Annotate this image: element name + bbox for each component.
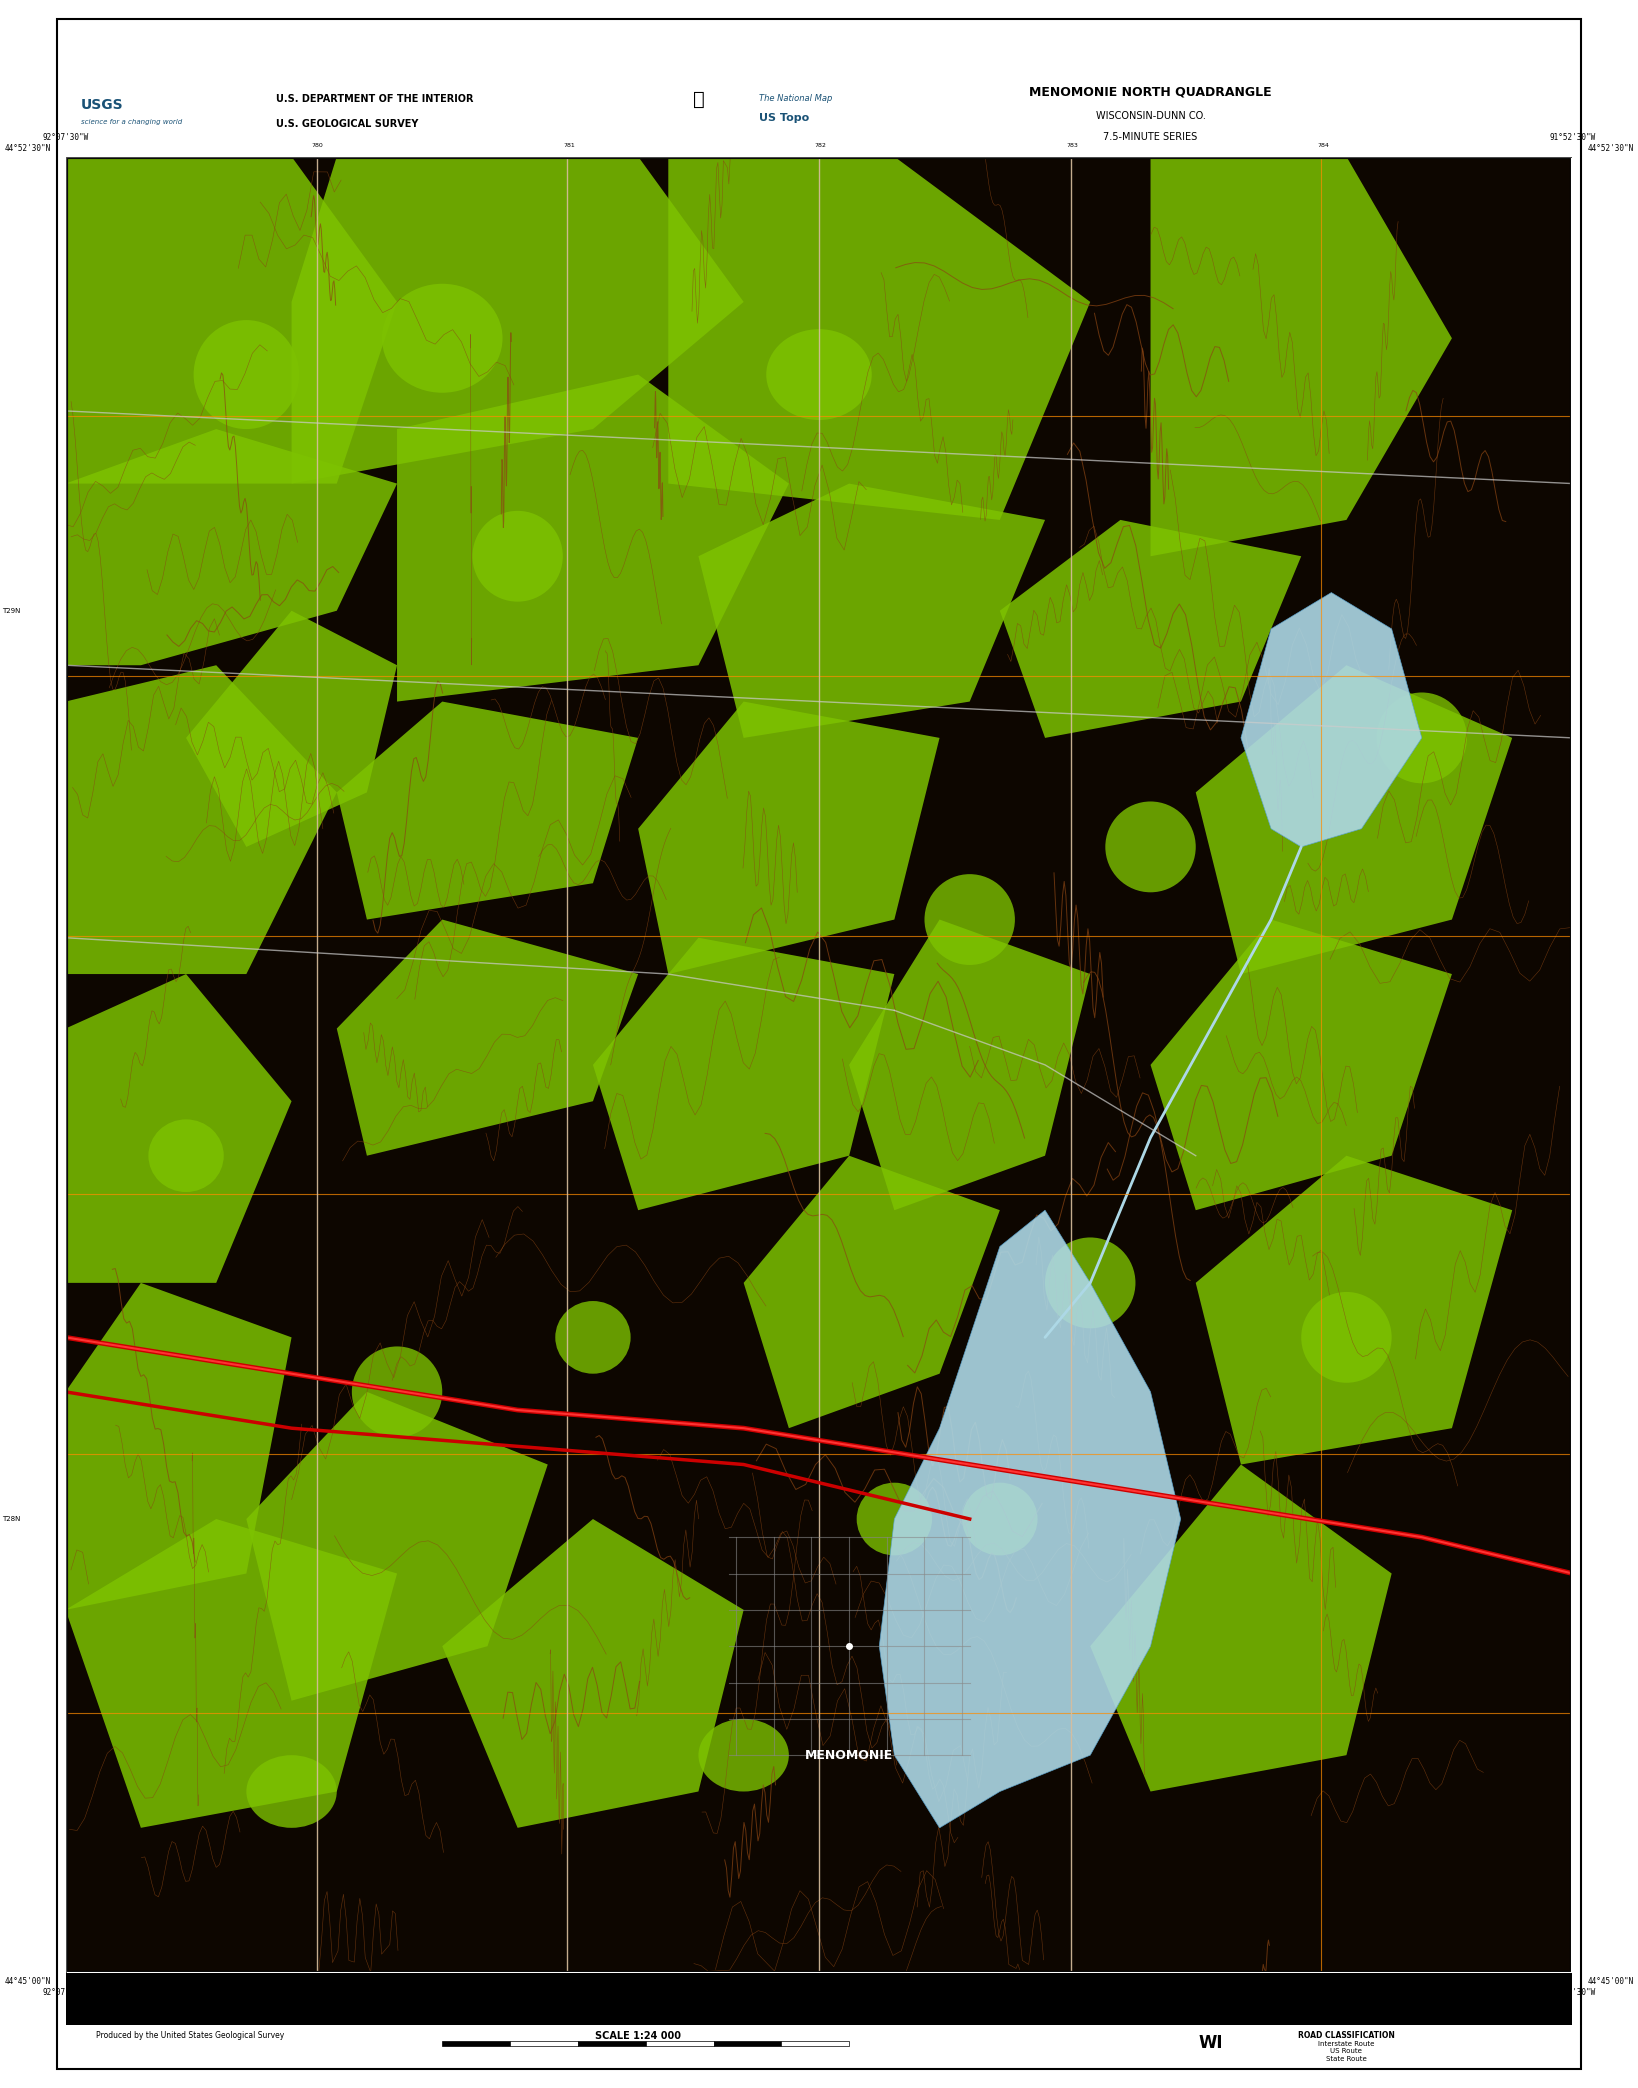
Ellipse shape (1301, 1292, 1392, 1382)
Ellipse shape (149, 1119, 224, 1192)
Polygon shape (66, 1282, 292, 1610)
Ellipse shape (767, 330, 871, 420)
Text: 92°07'30"W: 92°07'30"W (43, 1988, 88, 1996)
Ellipse shape (857, 1482, 932, 1556)
Ellipse shape (352, 1347, 442, 1437)
Polygon shape (1196, 666, 1512, 973)
Polygon shape (187, 612, 396, 848)
Polygon shape (593, 938, 894, 1211)
Polygon shape (848, 919, 1091, 1211)
Text: science for a changing world: science for a changing world (80, 119, 182, 125)
Text: 92°07'30"W: 92°07'30"W (43, 134, 88, 142)
Text: MENOMONIE: MENOMONIE (804, 1748, 893, 1762)
Text: 44°45'00"N: 44°45'00"N (5, 1977, 51, 1986)
Text: 91°52'30"W: 91°52'30"W (1550, 1988, 1595, 1996)
Bar (66, 77, 246, 152)
Ellipse shape (924, 875, 1016, 965)
Text: 7.5-MINUTE SERIES: 7.5-MINUTE SERIES (1104, 132, 1197, 142)
Text: MENOMONIE NORTH QUADRANGLE: MENOMONIE NORTH QUADRANGLE (1029, 86, 1271, 98)
Polygon shape (1091, 1464, 1392, 1792)
Polygon shape (639, 702, 940, 973)
Text: T29N: T29N (2, 608, 20, 614)
Ellipse shape (193, 319, 300, 430)
Bar (781, 2040, 848, 2046)
Polygon shape (442, 1520, 744, 1827)
Bar (645, 2040, 714, 2046)
Text: Interstate Route: Interstate Route (1319, 2040, 1374, 2046)
Polygon shape (66, 430, 396, 666)
Text: 44°52'30"N: 44°52'30"N (5, 144, 51, 152)
Bar (66, 2025, 1572, 2067)
Text: 781: 781 (563, 142, 575, 148)
Text: State Route: State Route (1327, 2057, 1366, 2061)
Text: 780: 780 (311, 142, 323, 148)
Polygon shape (698, 484, 1045, 737)
Polygon shape (337, 919, 639, 1155)
Text: 🗺: 🗺 (693, 90, 704, 109)
Ellipse shape (382, 284, 503, 393)
Polygon shape (1150, 157, 1451, 555)
Text: 44°52'30"N: 44°52'30"N (1587, 144, 1633, 152)
Ellipse shape (962, 1482, 1037, 1556)
Text: US Topo: US Topo (758, 113, 809, 123)
Polygon shape (66, 157, 396, 484)
Text: T28N: T28N (2, 1516, 20, 1522)
Polygon shape (66, 973, 292, 1282)
Text: US Route: US Route (1330, 2048, 1363, 2055)
Text: Produced by the United States Geological Survey: Produced by the United States Geological… (95, 2032, 283, 2040)
Polygon shape (292, 157, 744, 484)
Ellipse shape (246, 1756, 337, 1827)
Bar (578, 2040, 645, 2046)
Polygon shape (66, 1520, 396, 1827)
Ellipse shape (698, 1718, 790, 1792)
Text: The National Map: The National Map (758, 94, 832, 102)
Polygon shape (337, 702, 639, 919)
Polygon shape (999, 520, 1301, 737)
Polygon shape (246, 1393, 547, 1700)
Text: 782: 782 (814, 142, 827, 148)
Ellipse shape (555, 1301, 631, 1374)
Text: ROAD CLASSIFICATION: ROAD CLASSIFICATION (1297, 2032, 1396, 2040)
Polygon shape (1150, 919, 1451, 1211)
Text: 91°52'30"W: 91°52'30"W (1550, 134, 1595, 142)
Ellipse shape (472, 512, 563, 601)
Ellipse shape (1376, 693, 1468, 783)
Text: 784: 784 (1319, 142, 1330, 148)
Polygon shape (668, 157, 1091, 520)
Polygon shape (1242, 593, 1422, 848)
Ellipse shape (1106, 802, 1196, 892)
Text: U.S. GEOLOGICAL SURVEY: U.S. GEOLOGICAL SURVEY (277, 119, 419, 129)
Bar (66, 1973, 1572, 2025)
Text: SCALE 1:24 000: SCALE 1:24 000 (595, 2032, 681, 2042)
Polygon shape (66, 666, 337, 973)
Bar (509, 2040, 578, 2046)
Polygon shape (880, 1211, 1181, 1827)
Text: WI: WI (1199, 2034, 1224, 2053)
Bar (714, 2040, 781, 2046)
Text: 783: 783 (1066, 142, 1078, 148)
Text: U.S. DEPARTMENT OF THE INTERIOR: U.S. DEPARTMENT OF THE INTERIOR (277, 94, 473, 104)
Text: USGS: USGS (80, 98, 123, 113)
Ellipse shape (1045, 1238, 1135, 1328)
Bar (442, 2040, 509, 2046)
Polygon shape (1196, 1155, 1512, 1464)
Polygon shape (396, 374, 790, 702)
Text: 44°45'00"N: 44°45'00"N (1587, 1977, 1633, 1986)
Text: WISCONSIN-DUNN CO.: WISCONSIN-DUNN CO. (1096, 111, 1206, 121)
Polygon shape (744, 1155, 999, 1428)
